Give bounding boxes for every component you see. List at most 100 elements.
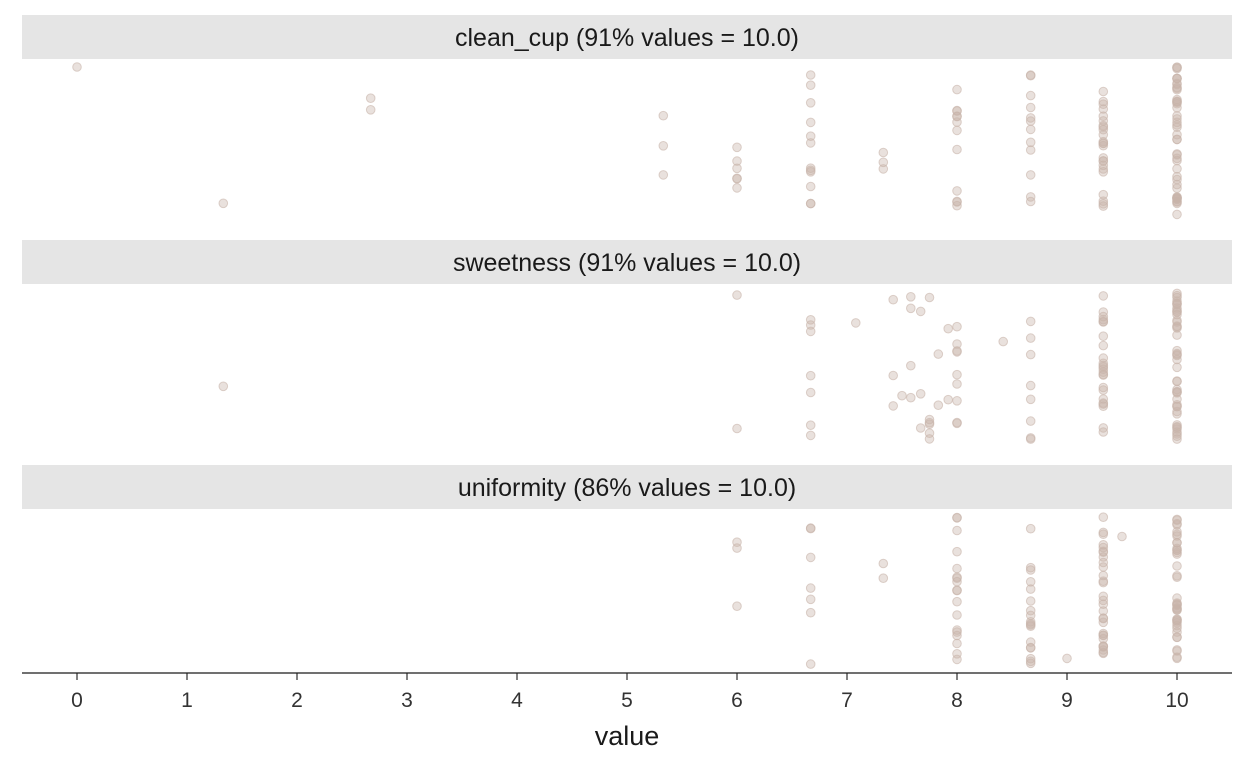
data-point — [933, 400, 944, 411]
x-tick-label: 4 — [511, 689, 523, 712]
data-point — [952, 339, 962, 349]
data-point — [1172, 646, 1182, 656]
x-tick-label: 10 — [1165, 689, 1188, 712]
data-point — [805, 80, 816, 90]
data-point — [1025, 605, 1036, 616]
x-axis: 0 1 2 3 4 5 6 7 8 9 10 value — [22, 672, 1232, 751]
data-point — [218, 381, 229, 392]
data-point — [906, 292, 916, 302]
data-point — [1025, 196, 1036, 207]
data-point — [952, 546, 962, 557]
facet-strip-title: clean_cup (91% values = 10.0) — [455, 24, 799, 52]
data-point — [1098, 199, 1109, 209]
data-point — [1172, 406, 1182, 417]
data-point — [1172, 431, 1182, 442]
data-point — [1098, 317, 1109, 327]
data-point — [1172, 122, 1182, 132]
data-point — [1098, 557, 1109, 568]
data-point — [1172, 164, 1182, 174]
data-point — [1025, 565, 1036, 575]
data-point — [1025, 90, 1036, 101]
data-point — [1098, 86, 1109, 97]
data-point — [1172, 197, 1182, 207]
data-point — [1172, 97, 1182, 107]
data-point — [952, 596, 962, 607]
data-point — [805, 552, 816, 563]
data-point — [805, 198, 816, 209]
facet-points — [732, 512, 1182, 669]
data-point — [878, 573, 889, 584]
data-point — [1172, 117, 1182, 128]
data-point — [1098, 606, 1109, 616]
data-point — [924, 428, 935, 439]
data-point — [1025, 70, 1036, 80]
data-point — [1098, 314, 1109, 325]
data-point — [1098, 385, 1109, 395]
facet-strip — [22, 465, 1232, 509]
data-point — [1172, 299, 1182, 310]
data-point — [1025, 584, 1036, 594]
data-point — [1172, 179, 1182, 190]
data-point — [952, 638, 962, 649]
data-point — [1172, 627, 1182, 637]
data-point — [952, 125, 962, 136]
data-point — [1172, 62, 1182, 73]
data-point — [1172, 605, 1182, 616]
data-point — [924, 417, 935, 428]
facet-strip-title: uniformity (86% values = 10.0) — [458, 474, 796, 502]
x-tick-label: 8 — [951, 689, 963, 712]
data-point — [878, 157, 889, 168]
data-point — [878, 558, 889, 569]
data-point — [732, 290, 742, 300]
data-point — [924, 414, 935, 425]
data-point — [952, 347, 962, 357]
data-point — [805, 594, 816, 605]
data-point — [1098, 99, 1109, 109]
data-point — [1172, 296, 1182, 306]
data-point — [1098, 630, 1109, 641]
data-point — [732, 423, 742, 434]
data-point — [952, 321, 962, 332]
facet-strip-title: sweetness (91% values = 10.0) — [453, 249, 801, 277]
data-point — [998, 336, 1009, 347]
x-axis-title: value — [595, 721, 660, 751]
data-point — [1172, 653, 1182, 664]
data-point — [1025, 642, 1036, 653]
data-point — [1098, 382, 1109, 393]
data-point — [851, 318, 861, 328]
facet-strip — [22, 240, 1232, 284]
data-point — [1098, 291, 1109, 301]
data-point — [1098, 367, 1109, 378]
data-point — [1098, 648, 1109, 659]
data-point — [1172, 394, 1182, 405]
data-point — [915, 306, 926, 317]
data-point — [1098, 120, 1109, 131]
data-point — [1025, 137, 1036, 148]
data-point — [1172, 520, 1182, 530]
x-tick-label: 3 — [401, 689, 413, 712]
data-point — [732, 601, 742, 612]
data-point — [805, 607, 816, 618]
data-point — [1098, 353, 1109, 363]
data-point — [732, 174, 742, 184]
data-point — [952, 379, 962, 389]
x-tick-label: 9 — [1061, 689, 1073, 712]
data-point — [1025, 316, 1036, 327]
data-point — [1098, 311, 1109, 322]
data-point — [1098, 111, 1109, 121]
data-point — [805, 387, 816, 398]
data-point — [805, 163, 816, 173]
data-point — [1098, 512, 1109, 523]
x-tick-label: 2 — [291, 689, 303, 712]
data-point — [1025, 145, 1036, 155]
data-point — [1098, 164, 1109, 174]
x-tick-label: 1 — [181, 689, 193, 712]
data-point — [952, 369, 962, 380]
data-point — [805, 420, 816, 431]
data-point — [1172, 321, 1182, 331]
data-point — [1025, 637, 1036, 647]
data-point — [805, 117, 816, 128]
data-point — [952, 572, 962, 583]
data-point — [915, 389, 926, 399]
data-point — [1025, 434, 1036, 444]
